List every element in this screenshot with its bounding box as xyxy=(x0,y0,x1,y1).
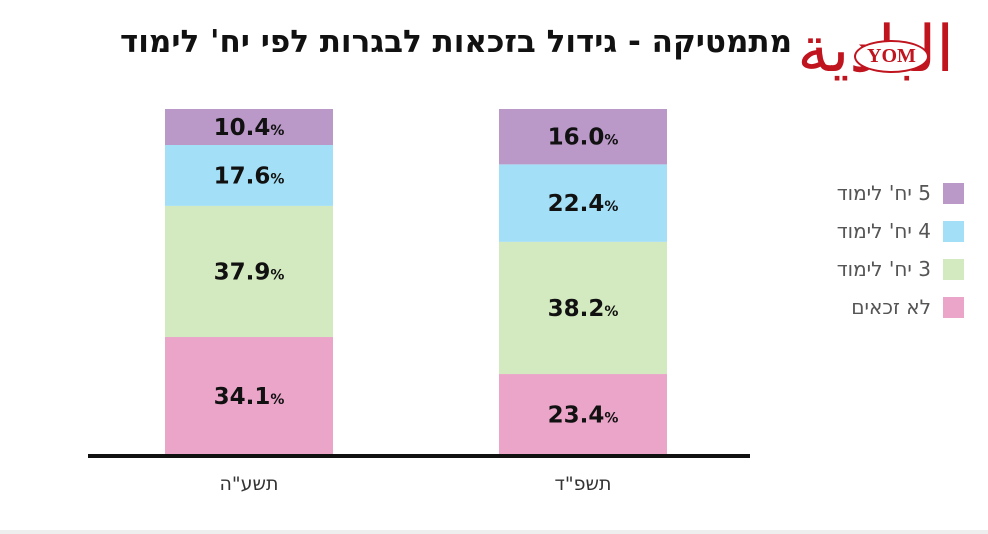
bars-layer: 34.1% 37.9% 17.6% 10.4% 23.4% 38.2% 22.4% 16.0% xyxy=(165,109,667,455)
legend-label-units-5: 5 יח' לימוד xyxy=(836,181,931,205)
bar-segment-tashpad-units-3 xyxy=(499,241,667,375)
footer-strip xyxy=(0,530,988,534)
data-label-tashpad-units-3: 38.2% xyxy=(548,296,619,322)
legend-item-not-eligible: לא זכאים xyxy=(837,292,964,322)
legend-label-units-3: 3 יח' לימוד xyxy=(836,257,931,281)
bar-segment-tashpad-units-4 xyxy=(499,164,667,242)
data-label-tashpad-units-4: 22.4% xyxy=(548,191,619,217)
legend-item-units-5: 5 יח' לימוד xyxy=(837,178,964,208)
legend-item-units-4: 4 יח' לימוד xyxy=(837,216,964,246)
bar-segment-taayah-units-3 xyxy=(165,205,333,338)
bar-segment-taayah-not-eligible xyxy=(165,337,333,455)
data-label-taayah-units-4: 17.6% xyxy=(214,163,285,189)
legend-swatch-units-3 xyxy=(943,258,964,280)
legend-swatch-units-5 xyxy=(943,182,964,204)
legend-item-units-3: 3 יח' לימוד xyxy=(837,254,964,284)
legend-swatch-units-4 xyxy=(943,220,964,242)
legend: 5 יח' לימוד 4 יח' לימוד 3 יח' לימוד לא זכאי… xyxy=(837,178,964,330)
data-label-tashpad-not-eligible: 23.4% xyxy=(548,403,619,429)
bar-segment-tashpad-not-eligible xyxy=(499,374,667,455)
brand-logo: البادية YOM xyxy=(792,18,972,118)
x-tick-label-taayah: תשע"ה xyxy=(220,473,279,495)
legend-label-units-4: 4 יח' לימוד xyxy=(836,219,931,243)
bar-segment-taayah-units-4 xyxy=(165,144,333,206)
chart-title: מתמטיקה - גידול בזכאות לבגרות לפי יח' לי… xyxy=(120,24,792,60)
legend-label-not-eligible: לא זכאים xyxy=(851,295,931,319)
x-tick-labels: תשע"ה תשפ"ד xyxy=(220,473,612,495)
bar-segment-tashpad-units-5 xyxy=(499,109,667,165)
bar-segment-taayah-units-5 xyxy=(165,109,333,145)
data-label-tashpad-units-5: 16.0% xyxy=(548,125,619,151)
logo-badge: YOM xyxy=(854,40,929,73)
x-tick-label-tashpad: תשפ"ד xyxy=(555,473,612,495)
data-label-taayah-not-eligible: 34.1% xyxy=(214,384,285,410)
data-label-taayah-units-5: 10.4% xyxy=(214,115,285,141)
legend-swatch-not-eligible xyxy=(943,296,964,318)
data-label-taayah-units-3: 37.9% xyxy=(214,259,285,285)
